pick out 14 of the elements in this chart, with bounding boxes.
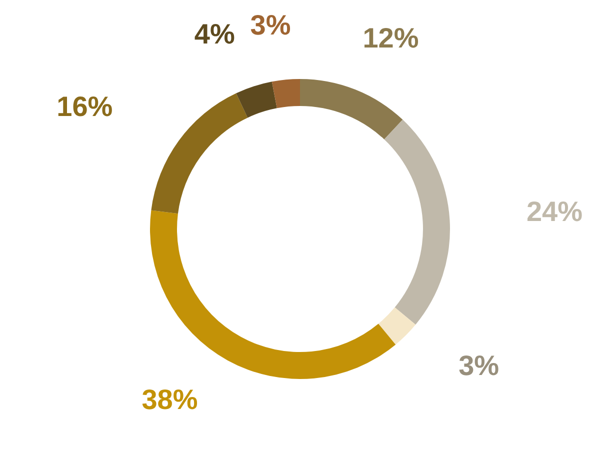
data-label: 3% (250, 9, 291, 40)
data-label: 12% (362, 22, 419, 54)
donut-slice (378, 307, 416, 345)
data-label: 16% (56, 90, 113, 122)
data-label: 24% (526, 196, 583, 227)
donut-slice (150, 210, 396, 379)
data-label: 3% (458, 350, 500, 381)
data-label: 4% (194, 18, 235, 50)
donut-slice (300, 79, 403, 140)
data-label: 38% (142, 384, 198, 415)
donut-slice (151, 93, 248, 214)
donut-slice (236, 82, 277, 118)
donut-slice (384, 120, 450, 325)
donut-slice (272, 79, 300, 108)
